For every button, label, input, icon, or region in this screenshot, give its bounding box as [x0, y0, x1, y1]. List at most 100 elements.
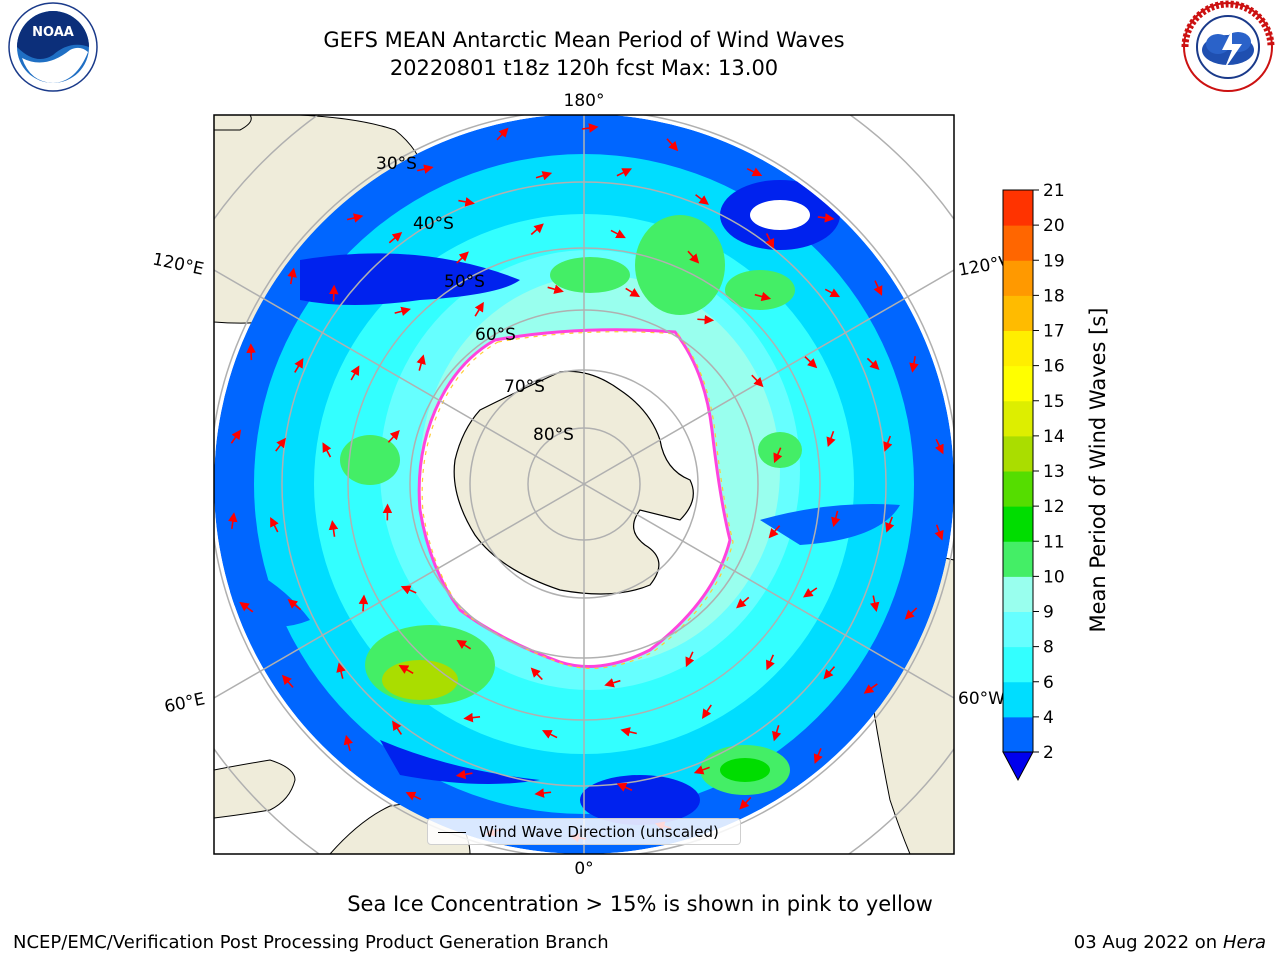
wave-direction-arrow — [813, 748, 823, 764]
wave-direction-arrow — [751, 374, 764, 388]
wave-direction-arrow — [754, 291, 772, 302]
wave-direction-arrow — [883, 435, 893, 452]
colorbar-under-extension — [1002, 751, 1034, 782]
wave-direction-arrow — [701, 704, 712, 719]
wave-direction-arrow — [697, 314, 715, 325]
wave-direction-arrow — [398, 664, 414, 675]
colorbar-tick-label: 9 — [1043, 603, 1054, 623]
wave-direction-arrow — [610, 229, 626, 239]
colorbar-segment — [1003, 260, 1033, 296]
wave-direction-arrow — [824, 288, 841, 298]
wave-direction-arrow — [270, 516, 279, 533]
wave-direction-arrow — [695, 194, 709, 205]
colorbar-tick-label: 10 — [1043, 567, 1065, 587]
wave-direction-arrow — [394, 306, 411, 316]
lon-label-top: 180° — [564, 91, 605, 111]
wave-direction-arrow — [281, 674, 294, 688]
wave-direction-arrow — [530, 223, 544, 236]
wave-direction-arrow — [405, 791, 422, 801]
colorbar-segment — [1003, 330, 1033, 367]
wave-direction-arrow — [766, 654, 775, 671]
colorbar-tick-label: 4 — [1043, 708, 1054, 728]
wave-direction-arrow — [773, 447, 783, 464]
colorbar-tick-label: 18 — [1043, 286, 1065, 306]
wave-direction-arrow — [547, 284, 564, 294]
wave-direction-arrow — [239, 601, 254, 613]
lon-label-left-lower: 60°E — [163, 689, 207, 717]
wave-direction-arrow — [687, 250, 700, 264]
noaa-logo-text: NOAA — [32, 25, 74, 40]
wave-direction-arrow — [287, 267, 297, 285]
colorbar-tick-label: 16 — [1043, 357, 1065, 377]
wave-direction-arrow — [343, 734, 353, 752]
footer-host: Hera — [1222, 932, 1266, 953]
colorbar-tick-label: 12 — [1043, 497, 1065, 517]
lat-label-80s: 80°S — [533, 425, 574, 445]
wave-direction-arrow — [693, 765, 710, 775]
lon-label-bottom: 0° — [574, 859, 593, 879]
wave-direction-arrow — [866, 357, 880, 371]
wave-direction-arrow — [474, 301, 484, 317]
colorbar-segment — [1003, 471, 1033, 507]
colorbar-tick-label: 13 — [1043, 462, 1065, 482]
wave-direction-arrow — [863, 683, 878, 694]
wave-direction-arrow — [455, 769, 473, 780]
wave-direction-arrow — [746, 167, 763, 177]
wave-direction-arrow — [417, 164, 434, 174]
wave-direction-arrow — [456, 639, 472, 650]
wave-direction-arrow — [458, 197, 475, 207]
wave-direction-arrow — [388, 231, 403, 244]
footer-date: 03 Aug 2022 on Hera — [1074, 932, 1266, 953]
wave-direction-arrow — [294, 358, 304, 373]
colorbar-tick-label: 21 — [1043, 181, 1065, 201]
wave-direction-arrow — [387, 429, 400, 443]
colorbar-segment — [1003, 435, 1033, 472]
lat-label-50s: 50°S — [444, 272, 485, 292]
wave-direction-arrow — [934, 524, 944, 541]
wave-direction-arrow — [400, 585, 417, 595]
wave-direction-arrow — [817, 213, 835, 223]
lat-label-70s: 70°S — [504, 377, 545, 397]
wave-direction-arrow — [909, 356, 919, 373]
colorbar-tick-label: 11 — [1043, 532, 1065, 552]
map-area — [214, 115, 954, 854]
colorbar-tick-label: 15 — [1043, 392, 1065, 412]
wave-direction-arrow — [772, 725, 782, 742]
map-border — [213, 114, 955, 855]
wave-direction-arrow — [804, 356, 818, 369]
wave-direction-arrow — [625, 287, 641, 298]
colorbar-segment — [1003, 506, 1033, 542]
wave-direction-arrow — [826, 430, 836, 448]
lon-label-left-upper: 120°E — [151, 249, 206, 279]
colorbar-tick-label: 20 — [1043, 216, 1065, 236]
lat-label-40s: 40°S — [413, 214, 454, 234]
wave-direction-arrow — [768, 525, 781, 539]
wave-direction-arrow — [934, 438, 944, 455]
colorbar-segment — [1003, 611, 1033, 648]
wave-direction-arrow — [228, 512, 238, 529]
wave-direction-arrow — [616, 782, 633, 792]
noaa-logo: NOAA — [8, 2, 98, 92]
nws-logo — [1181, 0, 1275, 92]
wind-wave-arrows — [228, 123, 944, 843]
wave-direction-arrow — [322, 442, 332, 458]
wave-direction-arrow — [604, 678, 621, 688]
wave-direction-arrow — [496, 127, 509, 141]
legend-label: Wind Wave Direction (unscaled) — [479, 823, 719, 841]
wave-direction-arrow — [535, 171, 553, 181]
graticule — [214, 115, 954, 854]
wave-direction-arrow — [541, 730, 558, 739]
colorbar-segment — [1003, 225, 1033, 261]
wave-direction-arrow — [904, 607, 918, 620]
wave-direction-arrow — [873, 280, 883, 296]
wave-direction-arrow — [463, 712, 481, 723]
colorbar-tick-label: 8 — [1043, 638, 1054, 658]
wave-direction-arrow — [739, 796, 752, 810]
footer-date-text: 03 Aug 2022 on — [1073, 932, 1218, 953]
wave-direction-arrow — [416, 354, 426, 371]
wave-direction-arrow — [392, 720, 403, 735]
wave-direction-arrow — [534, 788, 552, 798]
colorbar-tick-label: 6 — [1043, 673, 1054, 693]
wave-direction-arrow — [685, 651, 695, 668]
colorbar-segment — [1003, 400, 1033, 437]
